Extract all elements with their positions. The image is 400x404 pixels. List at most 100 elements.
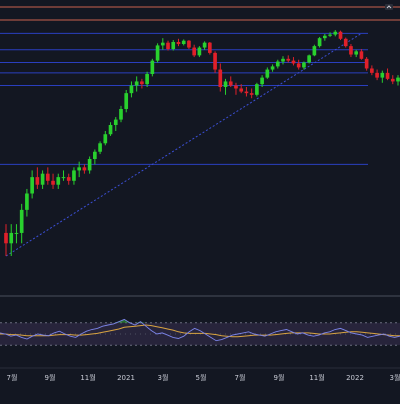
- candle[interactable]: [249, 88, 254, 99]
- candle-body: [275, 61, 280, 67]
- candle[interactable]: [181, 39, 186, 46]
- candle[interactable]: [25, 188, 29, 217]
- candle[interactable]: [255, 82, 259, 97]
- candle[interactable]: [145, 71, 149, 87]
- candle[interactable]: [82, 164, 87, 174]
- trendline-line[interactable]: [5, 32, 362, 257]
- candle[interactable]: [338, 30, 343, 41]
- candle[interactable]: [134, 76, 139, 92]
- candle[interactable]: [260, 75, 264, 87]
- candle[interactable]: [223, 78, 228, 95]
- candle[interactable]: [244, 86, 249, 97]
- candle[interactable]: [9, 224, 14, 256]
- candle[interactable]: [51, 173, 55, 189]
- candle[interactable]: [176, 38, 181, 47]
- candle[interactable]: [322, 33, 327, 41]
- time-axis-tick-label: 11월: [309, 373, 324, 382]
- candle[interactable]: [140, 78, 144, 89]
- candle-body: [370, 68, 374, 73]
- candle[interactable]: [218, 63, 223, 92]
- candle[interactable]: [103, 130, 108, 146]
- candle-body: [380, 72, 385, 78]
- candle[interactable]: [333, 30, 338, 37]
- candle[interactable]: [56, 173, 61, 189]
- candle[interactable]: [124, 89, 129, 113]
- candle-body: [150, 60, 155, 75]
- candle[interactable]: [296, 59, 301, 70]
- candle[interactable]: [370, 65, 374, 76]
- candle[interactable]: [35, 167, 40, 189]
- candle[interactable]: [275, 59, 280, 69]
- candle[interactable]: [270, 64, 275, 72]
- candle[interactable]: [281, 56, 285, 65]
- candle[interactable]: [4, 224, 8, 256]
- candle[interactable]: [302, 61, 306, 70]
- candle[interactable]: [192, 44, 196, 58]
- candle[interactable]: [129, 81, 134, 98]
- candle[interactable]: [150, 58, 155, 77]
- rsi-line[interactable]: [0, 318, 400, 342]
- candle-body: [187, 40, 191, 48]
- candle[interactable]: [385, 68, 390, 81]
- candle[interactable]: [98, 141, 102, 155]
- candle[interactable]: [113, 117, 118, 131]
- candle[interactable]: [155, 43, 160, 63]
- candle[interactable]: [307, 54, 311, 64]
- candle-body: [296, 63, 301, 68]
- candle[interactable]: [390, 75, 395, 85]
- candle[interactable]: [343, 37, 348, 48]
- candle[interactable]: [19, 203, 24, 244]
- candle[interactable]: [359, 49, 364, 60]
- candle[interactable]: [166, 40, 170, 51]
- candle[interactable]: [108, 122, 113, 136]
- candle[interactable]: [14, 224, 19, 244]
- horizontal-levels[interactable]: [0, 32, 368, 165]
- candle-body: [317, 38, 322, 47]
- candle[interactable]: [30, 170, 34, 199]
- candlesticks[interactable]: [4, 30, 400, 256]
- candle[interactable]: [349, 44, 353, 58]
- candle[interactable]: [66, 173, 71, 185]
- candle[interactable]: [213, 51, 217, 73]
- candle[interactable]: [396, 75, 400, 86]
- candle-body: [155, 45, 160, 61]
- candle[interactable]: [312, 44, 317, 57]
- candle[interactable]: [234, 82, 238, 95]
- time-axis-tick-label: 2022: [346, 374, 364, 382]
- candle-body: [307, 55, 311, 63]
- time-axis-tick-label: 5월: [196, 373, 207, 382]
- candle[interactable]: [202, 41, 207, 50]
- candle[interactable]: [328, 32, 332, 37]
- candle[interactable]: [239, 84, 244, 94]
- candle[interactable]: [72, 167, 76, 185]
- candle-body: [171, 42, 176, 50]
- candle[interactable]: [197, 46, 202, 58]
- candle[interactable]: [187, 40, 191, 50]
- candle[interactable]: [380, 70, 385, 83]
- candle[interactable]: [87, 156, 92, 174]
- candle[interactable]: [93, 149, 97, 165]
- candle[interactable]: [375, 69, 379, 81]
- candle[interactable]: [228, 76, 233, 87]
- candle[interactable]: [45, 167, 50, 185]
- candle[interactable]: [171, 40, 176, 51]
- candle[interactable]: [286, 55, 291, 63]
- time-axis[interactable]: 7월 9월 11월 2021 3월 5월 7월 9월 11월 2022 3월: [0, 367, 400, 382]
- candle[interactable]: [208, 42, 212, 55]
- candle[interactable]: [40, 170, 45, 189]
- candle[interactable]: [160, 38, 165, 50]
- candle[interactable]: [61, 170, 66, 181]
- candle[interactable]: [291, 57, 296, 66]
- candle[interactable]: [119, 105, 123, 123]
- collapse-icon[interactable]: [385, 4, 393, 10]
- rsi-indicator[interactable]: [0, 318, 400, 346]
- candle[interactable]: [354, 49, 359, 58]
- candle[interactable]: [265, 67, 270, 79]
- trendline[interactable]: [5, 32, 362, 257]
- candle[interactable]: [364, 57, 369, 71]
- candle[interactable]: [317, 36, 322, 48]
- candle[interactable]: [77, 161, 82, 178]
- time-axis-tick-label: 9월: [274, 373, 285, 382]
